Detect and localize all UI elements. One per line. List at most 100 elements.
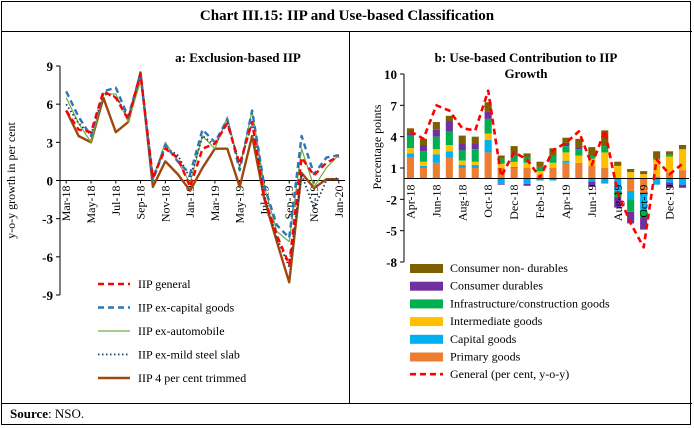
chart-b-bar-intermediate-goods [484, 133, 492, 140]
chart-a-x-tick-label: Nov-18 [158, 186, 172, 223]
chart-b-bar-intermediate-goods [510, 161, 518, 167]
chart-b-bar-infrastructure-construction-goods [601, 146, 609, 153]
chart-a-x-tick-label: Jan-20 [332, 186, 346, 218]
chart-b-y-tick-label: -5 [386, 224, 397, 239]
chart-b-y-tick-label: -2 [386, 192, 397, 207]
chart-a-x-tick-label: Jan-19 [183, 186, 197, 218]
chart-b-bar-intermediate-goods [445, 145, 453, 152]
chart-b-bar-consumer-non-durables [458, 135, 466, 144]
chart-a-y-tick-label: 3 [47, 135, 54, 150]
chart-b-bar-infrastructure-construction-goods [406, 135, 414, 149]
chart-b-bar-consumer-non-durables [588, 147, 596, 156]
chart-a-y-tick-label: 6 [47, 97, 54, 112]
chart-b-y-tick-label: 1 [391, 161, 398, 176]
chart-b-bar-consumer-durables [458, 144, 466, 151]
chart-a-x-tick-label: May-18 [84, 186, 98, 224]
chart-a-legend-label-iip-ex-automobile: IIP ex-automobile [138, 324, 225, 338]
chart-b-bar-infrastructure-construction-goods [627, 199, 635, 212]
chart-b-bar-capital-goods [640, 194, 648, 210]
chart-b-x-tick-label: Dec-18 [507, 184, 521, 219]
chart-b-bar-consumer-durables [406, 133, 414, 136]
chart-b-series-general [409, 89, 684, 249]
chart-b-bar-intermediate-goods [523, 162, 531, 168]
chart-a-series-iip-ex-mild-steel-slab [65, 75, 339, 268]
chart-b-bar-intermediate-goods [666, 156, 674, 173]
chart-b-bar-capital-goods [666, 178, 674, 183]
chart-b-bar-consumer-durables [497, 183, 505, 185]
chart-b-bar-capital-goods [588, 178, 596, 182]
chart-b-bar-intermediate-goods [536, 171, 544, 177]
chart-b-bar-capital-goods [536, 178, 544, 181]
chart-b-bar-consumer-durables [627, 211, 635, 224]
chart-b-bar-intermediate-goods [562, 152, 570, 161]
chart-a-y-tick-label: -9 [42, 288, 53, 303]
chart-b-bar-infrastructure-construction-goods [484, 118, 492, 134]
chart-b-legend-label-infrastructure-construction-goods: Infrastructure/construction goods [450, 296, 610, 310]
chart-b-bar-consumer-durables [588, 181, 596, 187]
chart-b-x-tick-label: Jun-19 [585, 184, 599, 217]
chart-b-bar-primary-goods [484, 152, 492, 179]
chart-b-bar-capital-goods [432, 154, 440, 163]
chart-b-bar-infrastructure-construction-goods [471, 149, 479, 162]
chart-b-bar-primary-goods [549, 168, 557, 179]
chart-b-legend-label-primary-goods: Primary goods [450, 350, 521, 364]
chart-b-legend-swatch-primary-goods [410, 352, 443, 362]
chart-b-title-line-1: b: Use-based Contribution to IIP [435, 50, 618, 65]
chart-b-bar-infrastructure-construction-goods [497, 158, 505, 164]
chart-b-bar-intermediate-goods [549, 162, 557, 168]
chart-b-y-axis-label: Percentage points [370, 104, 384, 189]
chart-b-bar-intermediate-goods [614, 165, 622, 179]
chart-a-y-axis-label: y-o-y growth in per cent [4, 122, 18, 239]
chart-b-title: b: Use-based Contribution to IIP Growth [435, 50, 618, 81]
chart-b-bar-intermediate-goods [575, 155, 583, 163]
chart-b-bar-capital-goods [406, 153, 414, 158]
chart-b-bar-capital-goods [445, 151, 453, 158]
chart-b-bar-consumer-non-durables [627, 169, 635, 173]
chart-b-bar-primary-goods [432, 162, 440, 179]
chart-b-bar-capital-goods [562, 160, 570, 163]
chart-b-bar-capital-goods [523, 178, 531, 184]
chart-b-bar-infrastructure-construction-goods [562, 146, 570, 153]
chart-b-bar-infrastructure-construction-goods [640, 209, 648, 218]
chart-a-series-iip-4-per-cent-trimmed [65, 71, 339, 284]
chart-b-bar-primary-goods [419, 168, 427, 179]
chart-b-bar-primary-goods [523, 168, 531, 179]
chart-a-x-tick-label: Jul-18 [109, 186, 123, 216]
chart-b-bar-capital-goods [458, 164, 466, 168]
chart-a-y-tick-label: 9 [47, 59, 54, 74]
chart-a-x-tick-label: Sep-18 [134, 186, 148, 220]
chart-b-bar-intermediate-goods [497, 163, 505, 168]
chart-b-bar-intermediate-goods [432, 149, 440, 155]
chart-b-bar-consumer-durables [640, 217, 648, 230]
chart-b-bar-consumer-non-durables [562, 137, 570, 143]
chart-b-bar-intermediate-goods [471, 161, 479, 165]
chart-b-title-line-2: Growth [504, 66, 548, 81]
chart-b-bar-consumer-non-durables [536, 161, 544, 167]
chart-b-bar-infrastructure-construction-goods [536, 167, 544, 172]
chart-b-bar-infrastructure-construction-goods [445, 131, 453, 145]
chart-b-bar-consumer-non-durables [614, 161, 622, 166]
chart-b-y-tick-label: 7 [391, 98, 398, 113]
chart-b-bar-consumer-durables [666, 182, 674, 188]
chart-b-legend-swatch-intermediate-goods [410, 317, 443, 327]
chart-b-legend-swatch-consumer-durables [410, 281, 443, 291]
chart-a-x-tick-label: May-19 [233, 186, 247, 224]
chart-b-bar-intermediate-goods [601, 152, 609, 168]
chart-b-bar-capital-goods [679, 178, 687, 185]
chart-a-x-tick-label: Mar-18 [59, 186, 73, 222]
chart-b-bar-consumer-non-durables [575, 138, 583, 148]
chart-b-x-tick-label: Aug-19 [611, 184, 625, 221]
chart-a-y-tick-label: -6 [42, 250, 53, 265]
chart-b-bar-consumer-non-durables [445, 115, 453, 121]
chart-b-bar-consumer-durables [484, 111, 492, 119]
chart-b-bar-capital-goods [510, 167, 518, 168]
chart-b-bar-consumer-durables [523, 183, 531, 186]
chart-b-y-tick-label: -8 [386, 255, 397, 270]
chart-b-legend-label-general-per-cent-y-o-y: General (per cent, y-o-y) [450, 367, 569, 381]
chart-b-bar-consumer-durables [471, 144, 479, 150]
chart-b-bar-consumer-non-durables [406, 128, 414, 134]
chart-b-bar-consumer-non-durables [653, 151, 661, 159]
chart-b-bar-primary-goods [601, 168, 609, 179]
chart-b-bar-consumer-non-durables [679, 145, 687, 150]
